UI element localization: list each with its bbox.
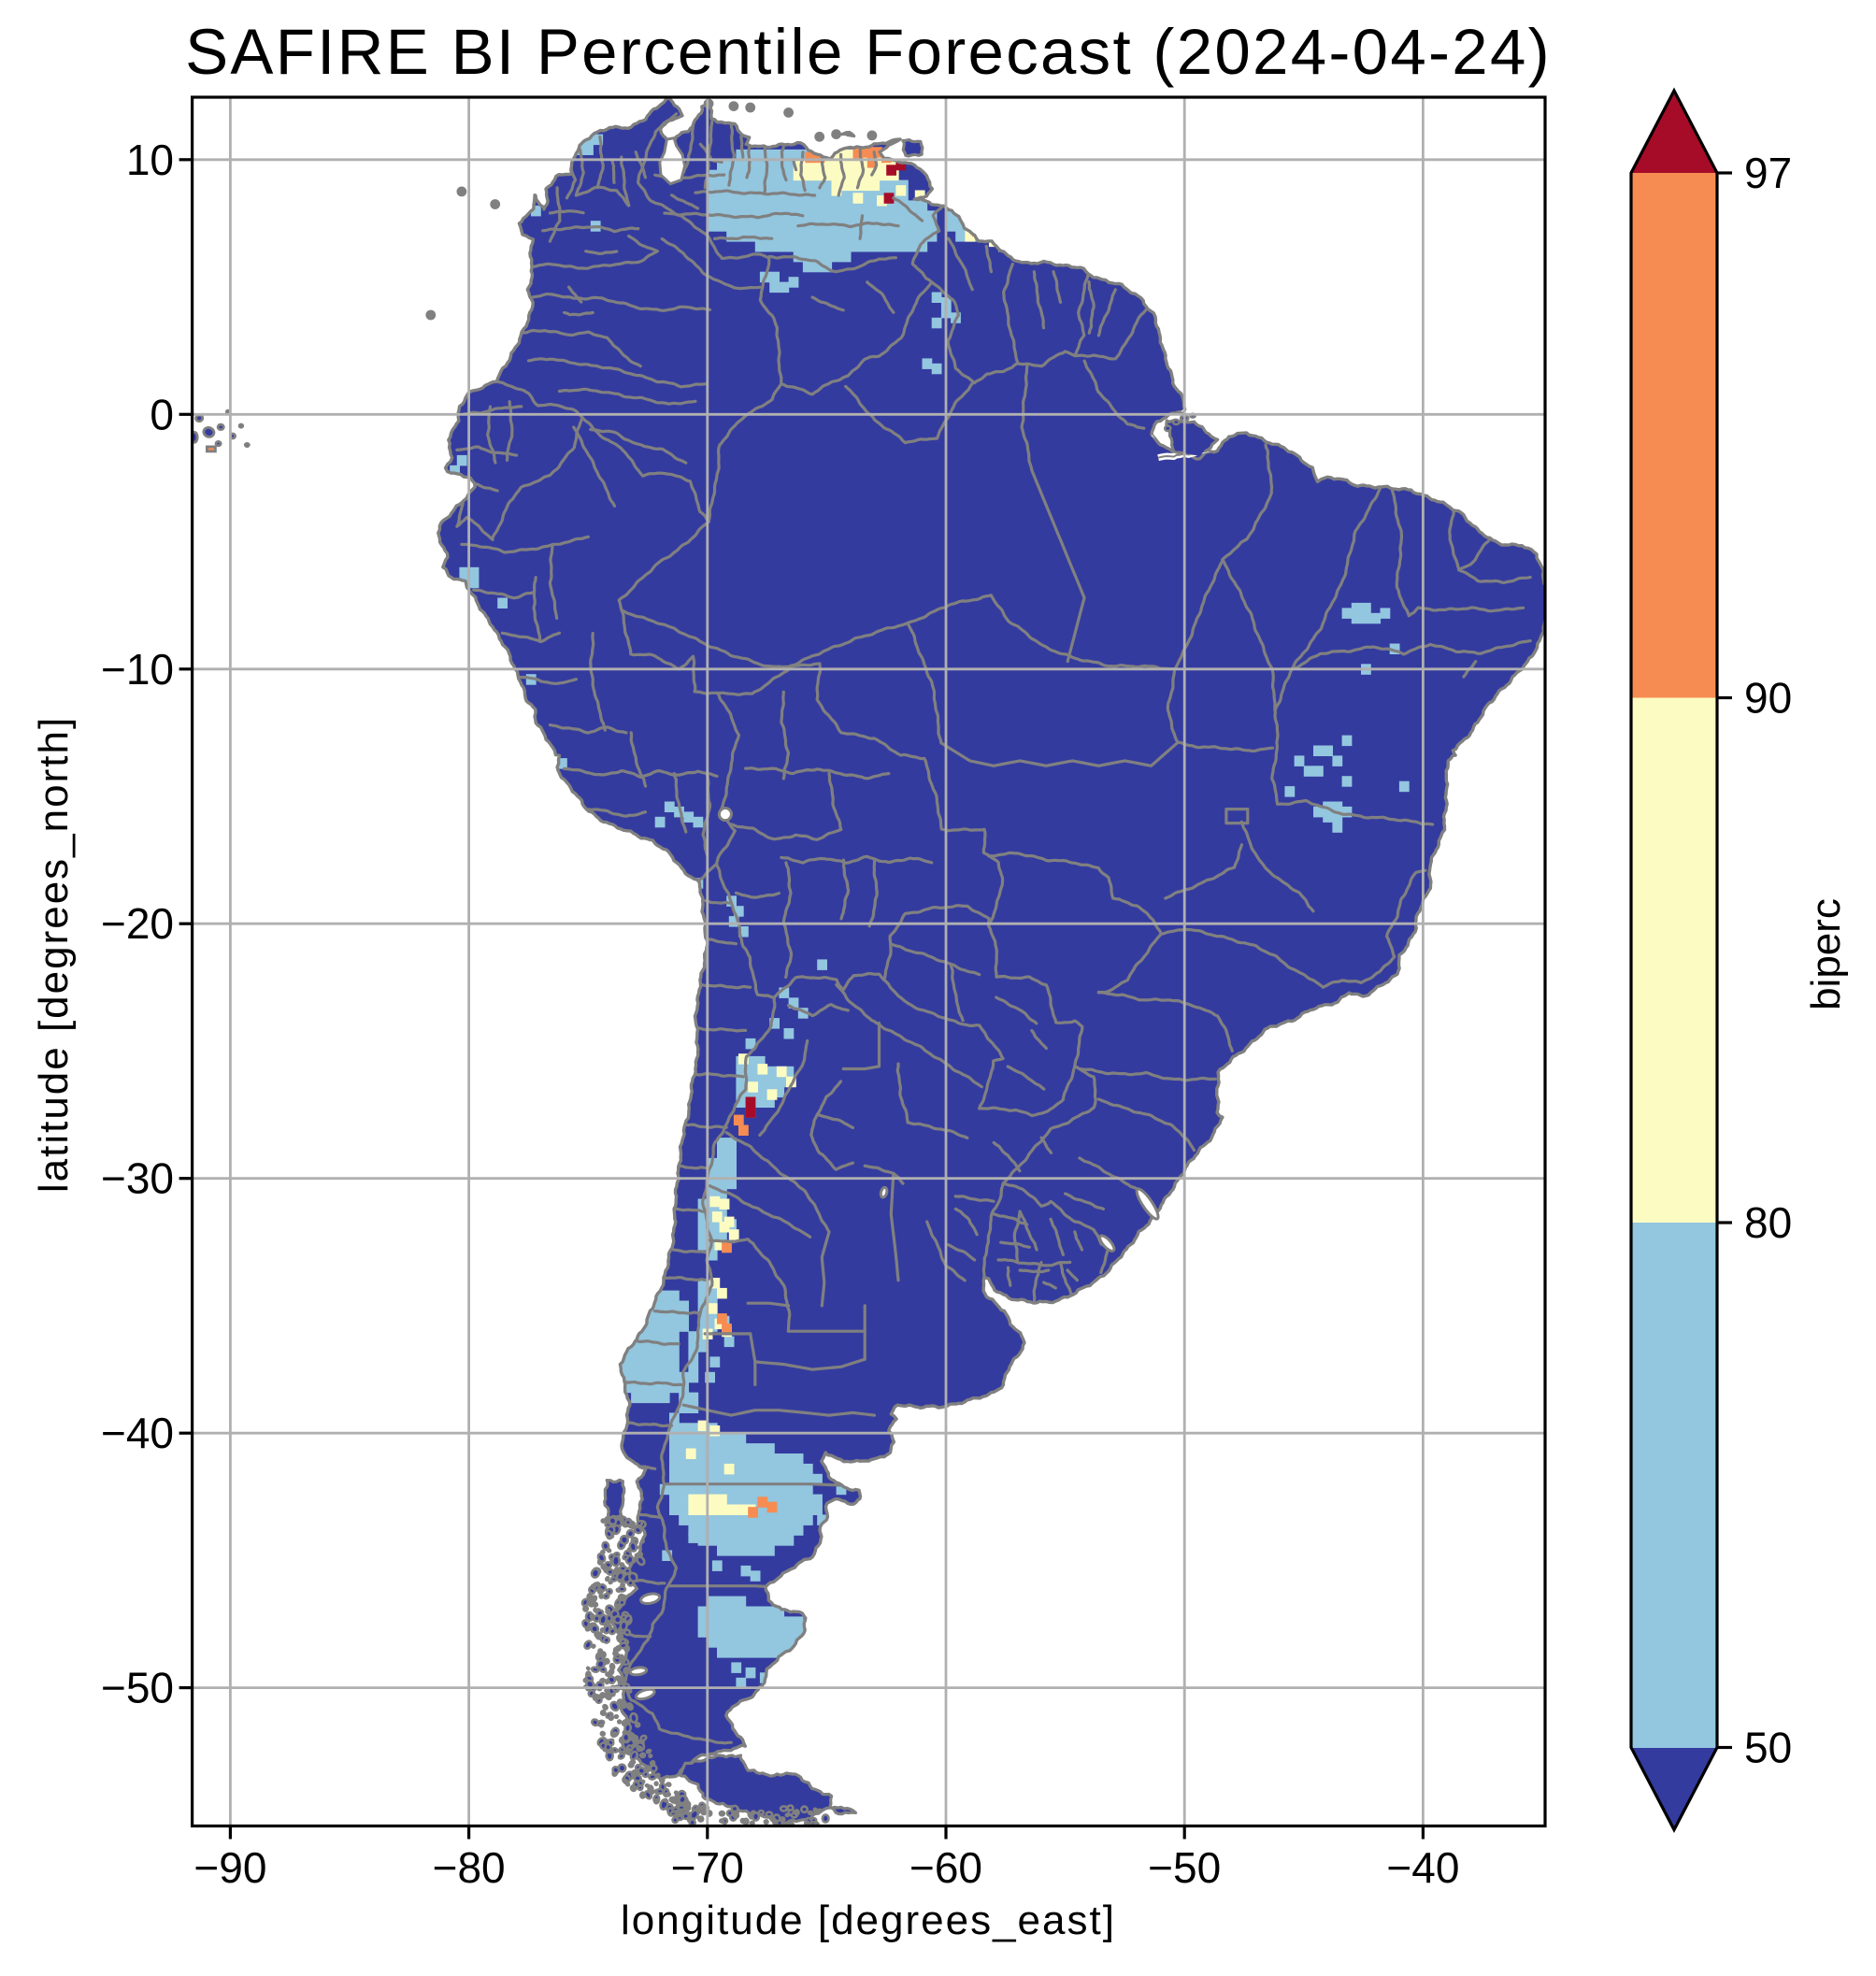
svg-text:longitude [degrees_east]: longitude [degrees_east] [621, 1897, 1116, 1943]
svg-text:−90: −90 [193, 1843, 266, 1892]
svg-text:90: 90 [1744, 674, 1792, 723]
svg-text:−50: −50 [101, 1664, 174, 1712]
svg-text:0: 0 [150, 390, 174, 438]
svg-text:10: 10 [126, 136, 174, 184]
svg-text:−50: −50 [1148, 1843, 1221, 1892]
svg-text:−80: −80 [433, 1843, 506, 1892]
svg-text:biperc: biperc [1803, 898, 1849, 1010]
svg-text:−40: −40 [101, 1409, 174, 1457]
svg-text:latitude [degrees_north]: latitude [degrees_north] [31, 716, 77, 1193]
svg-text:−20: −20 [101, 899, 174, 948]
svg-text:−10: −10 [101, 645, 174, 694]
svg-text:50: 50 [1744, 1724, 1792, 1772]
svg-text:−30: −30 [101, 1154, 174, 1203]
svg-text:97: 97 [1744, 149, 1792, 197]
svg-text:SAFIRE BI Percentile Forecast: SAFIRE BI Percentile Forecast (2024-04-2… [185, 16, 1552, 88]
svg-text:−70: −70 [671, 1843, 744, 1892]
svg-text:80: 80 [1744, 1198, 1792, 1247]
svg-text:−60: −60 [909, 1843, 982, 1892]
svg-text:−40: −40 [1386, 1843, 1459, 1892]
